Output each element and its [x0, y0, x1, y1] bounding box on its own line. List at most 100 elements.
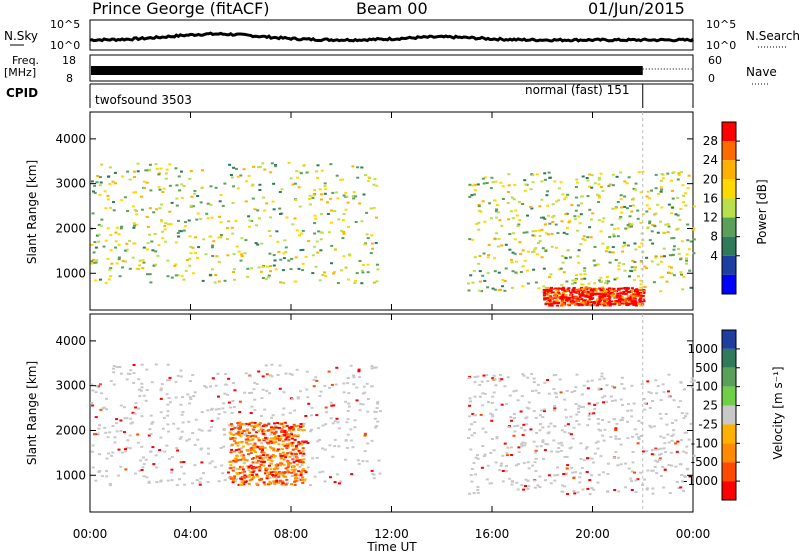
velocity-pt: [237, 448, 241, 451]
velocity-pt: [613, 386, 617, 389]
velocity-pt: [505, 470, 509, 473]
power-pt: [142, 246, 146, 249]
velocity-pt: [651, 400, 655, 402]
power-pt: [500, 244, 504, 247]
power-pt: [534, 229, 538, 232]
velocity-pt: [489, 452, 493, 454]
power-pt: [106, 194, 110, 197]
velocity-pt: [669, 451, 673, 454]
power-pt: [356, 176, 360, 179]
power-pt: [486, 256, 490, 259]
power-pt: [545, 301, 549, 303]
power-pt: [482, 182, 486, 185]
power-pt: [560, 304, 563, 307]
velocity-pt: [270, 363, 274, 366]
velocity-pt: [211, 377, 215, 380]
power-pt: [115, 226, 119, 229]
power-pt: [199, 201, 203, 204]
velocity-pt: [163, 450, 167, 453]
velocity-pt: [521, 434, 525, 437]
velocity-pt: [665, 423, 669, 426]
velocity-pt: [659, 447, 663, 450]
power-pt: [567, 300, 571, 303]
velocity-pt: [621, 404, 625, 406]
power-pt: [95, 181, 99, 184]
power-pt: [481, 200, 485, 203]
velocity-pt: [273, 468, 276, 470]
power-pt: [196, 195, 200, 197]
velocity-pt: [251, 471, 255, 474]
power-pt: [158, 207, 162, 210]
power-pt: [99, 224, 103, 227]
velocity-pt: [467, 437, 471, 439]
velocity-pt: [252, 457, 256, 459]
power-pt: [618, 300, 622, 303]
power-pt: [264, 278, 268, 281]
velocity-pt: [209, 385, 212, 388]
power-pt: [566, 303, 570, 306]
velocity-pt: [687, 438, 691, 441]
velocity-pt: [366, 398, 370, 400]
velocity-pt: [597, 428, 601, 431]
velocity-pt: [200, 429, 204, 432]
power-pt: [548, 176, 552, 179]
velocity-pt: [358, 409, 362, 412]
power-pt: [639, 221, 643, 224]
power-pt: [297, 267, 301, 270]
power-pt: [574, 196, 578, 199]
power-pt: [331, 191, 335, 194]
freq-label: Freq.: [12, 54, 39, 67]
power-pt: [676, 248, 680, 250]
velocity-pt: [365, 460, 369, 463]
velocity-pt: [288, 442, 292, 445]
power-pt: [253, 208, 257, 211]
velocity-pt: [275, 449, 279, 452]
power-pt: [689, 286, 693, 289]
velocity-pt: [261, 448, 264, 451]
power-pt: [672, 274, 676, 277]
velocity-pt: [662, 391, 666, 394]
velocity-pt: [253, 421, 257, 424]
velocity-pt: [213, 466, 217, 469]
power-pt: [549, 273, 553, 276]
velocity-pt: [295, 459, 299, 462]
velocity-pt: [622, 387, 626, 390]
power-pt: [279, 213, 282, 215]
velocity-pt: [566, 493, 570, 495]
velocity-pt: [272, 426, 276, 429]
power-pt: [573, 281, 577, 284]
power-pt: [100, 218, 104, 221]
velocity-pt: [352, 374, 355, 377]
velocity-pt: [482, 374, 486, 377]
velocity-pt: [363, 434, 367, 437]
velocity-pt: [248, 375, 252, 378]
power-pt: [97, 233, 101, 236]
power-pt: [188, 264, 192, 267]
power-pt: [195, 218, 199, 221]
velocity-pt: [151, 446, 155, 449]
velocity-pt: [671, 422, 674, 424]
velocity-pt: [344, 400, 348, 403]
power-pt: [555, 200, 559, 203]
velocity-pt: [253, 381, 257, 384]
time-tick-label-3: 12:00: [374, 527, 409, 541]
power-pt: [592, 259, 596, 262]
velocity-pt: [493, 378, 497, 381]
power-pt: [623, 244, 627, 247]
velocity-pt: [232, 406, 236, 408]
power-pt: [113, 171, 117, 174]
velocity-pt: [181, 421, 185, 424]
velocity-pt: [285, 444, 289, 447]
velocity-pt: [151, 421, 155, 424]
velocity-pt: [526, 479, 530, 482]
power-pt: [341, 237, 345, 240]
power-pt: [351, 195, 355, 197]
velocity-pt: [261, 388, 265, 391]
power-pt: [560, 255, 564, 258]
velocity-pt: [261, 457, 265, 459]
power-pt: [582, 301, 586, 304]
power-pt: [337, 218, 341, 221]
velocity-pt: [639, 471, 643, 474]
power-pt: [598, 303, 602, 306]
power-pt: [477, 205, 481, 208]
